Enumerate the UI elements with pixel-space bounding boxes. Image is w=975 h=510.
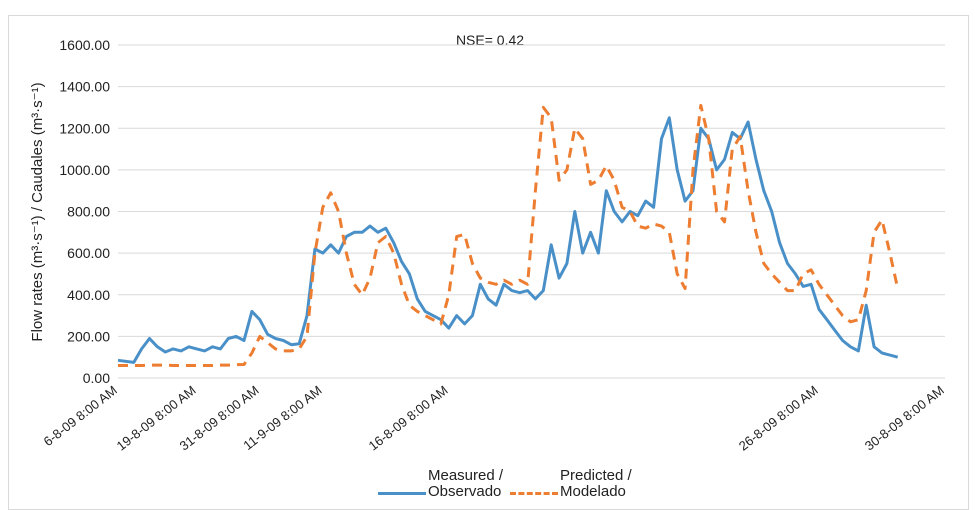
legend-swatch — [378, 492, 426, 495]
y-tick-label: 1600.00 — [59, 37, 110, 53]
y-tick-label: 1200.00 — [59, 120, 110, 136]
x-tick-label: 26-8-09 8:00 AM — [736, 383, 821, 454]
x-tick-label: 30-8-09 8:00 AM — [862, 383, 947, 454]
series-line — [118, 103, 900, 367]
x-tick-label: 6-8-09 8:00 AM — [41, 383, 120, 450]
y-tick-label: 1400.00 — [59, 79, 110, 95]
y-tick-label: 200.00 — [67, 328, 110, 344]
frame — [8, 15, 969, 510]
y-tick-label: 0.00 — [83, 370, 110, 386]
y-tick-label: 600.00 — [67, 245, 110, 261]
series-line — [117, 116, 899, 364]
legend-swatch — [510, 492, 558, 495]
y-tick-label: 800.00 — [67, 204, 110, 220]
legend-label: Measured / Observado — [428, 467, 504, 500]
y-tick-label: 400.00 — [67, 287, 110, 303]
legend-label: Predicted / Modelado — [560, 467, 632, 500]
x-tick-label: 16-8-09 8:00 AM — [366, 383, 451, 454]
y-axis-label: Flow rates (m³·s⁻¹) / Caudales (m³·s⁻¹) — [29, 82, 46, 341]
chart-title: NSE= 0.42 — [456, 32, 524, 48]
y-tick-label: 1000.00 — [59, 162, 110, 178]
